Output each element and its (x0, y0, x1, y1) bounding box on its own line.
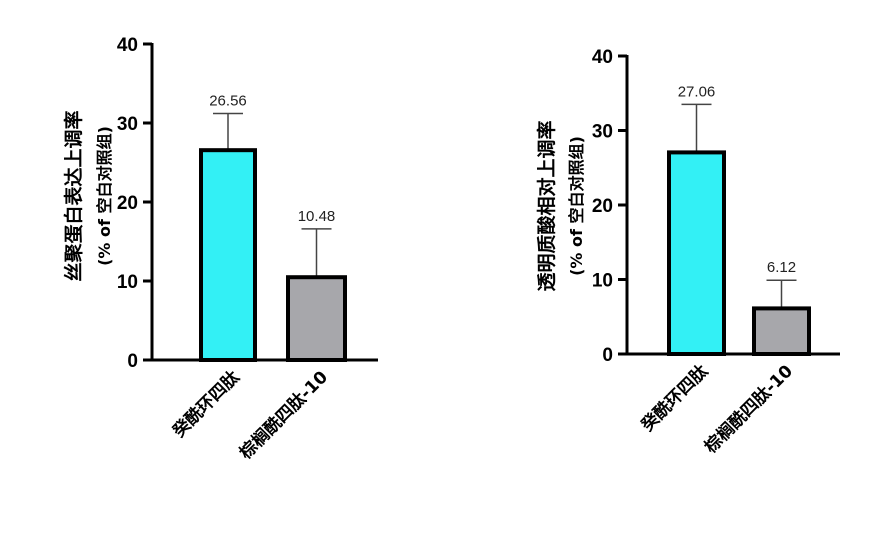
y-tick-label: 10 (592, 271, 613, 292)
y-tick-label: 0 (127, 351, 138, 372)
y-tick-label: 0 (602, 345, 613, 366)
data-label: 27.06 (678, 83, 716, 100)
data-label: 10.48 (298, 208, 336, 225)
bar (752, 306, 811, 357)
y-axis-title: 透明质酸相对上调率 (535, 120, 558, 291)
bar (199, 148, 257, 362)
y-tick-label: 10 (117, 272, 138, 293)
category-label: 癸酰环四肽 (636, 360, 712, 436)
y-tick-label: 40 (117, 35, 138, 56)
y-axis-subtitle: (% of 空白对照组) (567, 136, 586, 276)
data-label: 6.12 (767, 259, 796, 276)
y-tick-label: 30 (592, 122, 613, 143)
bar (286, 275, 347, 363)
category-label: 癸酰环四肽 (168, 366, 244, 442)
data-label: 26.56 (209, 93, 247, 110)
y-tick-label: 40 (592, 47, 613, 68)
category-label: 棕榈酰四肽-10 (700, 361, 797, 458)
y-tick-label: 20 (117, 193, 138, 214)
chart-filaggrin: 0 10 20 30 40 26.56 癸酰环四肽 10.48 棕榈酰四肽-10 丝聚蛋白表达上调… (62, 35, 378, 463)
chart-hyaluronic-acid: 0 10 20 30 40 27.06 癸酰环四肽 6.12 棕榈酰四肽-10 透明质酸相对上调率… (535, 47, 840, 457)
category-label: 棕榈酰四肽-10 (235, 367, 332, 464)
y-tick-label: 30 (117, 114, 138, 135)
y-axis-subtitle: (% of 空白对照组) (95, 126, 114, 266)
y-tick-label: 20 (592, 196, 613, 217)
bar (667, 150, 726, 356)
y-axis-title: 丝聚蛋白表达上调率 (62, 110, 85, 281)
